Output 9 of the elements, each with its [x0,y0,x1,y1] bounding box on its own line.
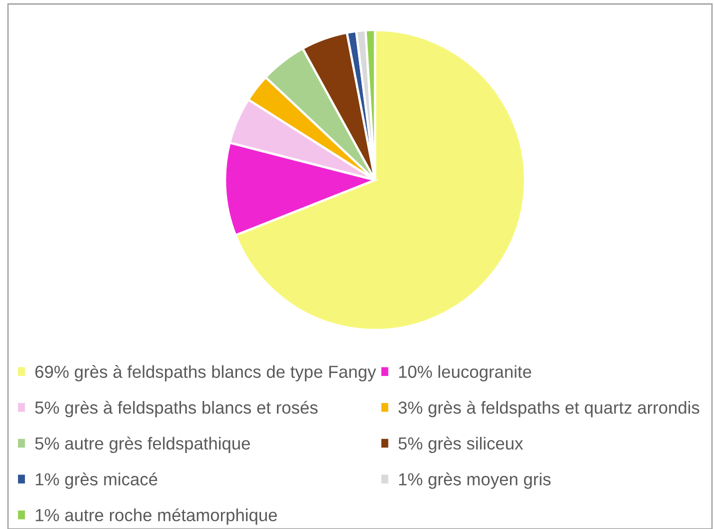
legend-label: 1% autre roche métamorphique [36,508,277,525]
legend-label: 5% autre grès feldspathique [35,436,250,454]
legend-label: 69% grès à feldspaths blancs de type Fangy [35,365,376,382]
legend-label: 10% leucogranite [399,365,532,382]
legend-label: 5% grès à feldspaths blancs et rosés [35,400,318,418]
legend-label: 1% grès moyen gris [399,472,551,489]
legend-label: 5% grès siliceux [398,436,524,454]
legend-label: 1% grès micacé [36,472,158,489]
legend-label: 3% grès à feldspaths et quartz arrondis [398,400,700,418]
